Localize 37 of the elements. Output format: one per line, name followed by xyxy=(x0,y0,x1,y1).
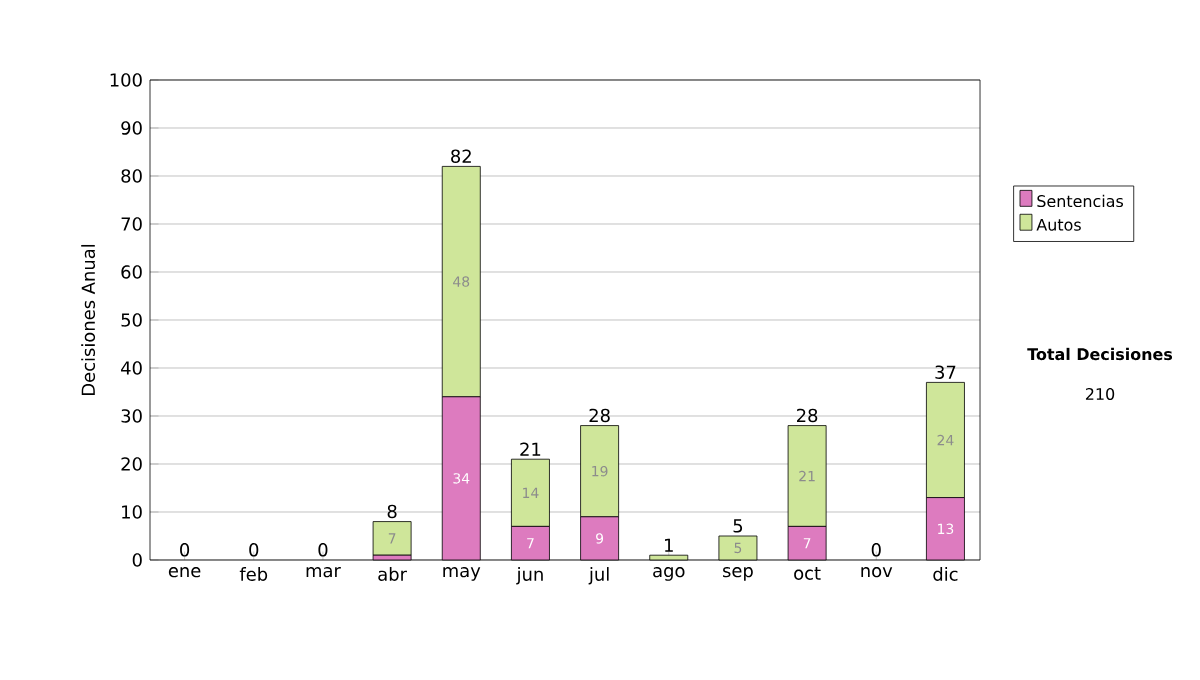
total-label: 37 xyxy=(935,365,956,379)
y-tick-label: 80 xyxy=(121,169,142,183)
total-label: 28 xyxy=(589,408,610,423)
x-tick-label: abr xyxy=(378,567,407,581)
y-tick-label: 50 xyxy=(121,313,142,327)
x-tick-label: may xyxy=(443,567,481,581)
total-label: 8 xyxy=(387,504,397,519)
y-axis-title: Decisiones Anual xyxy=(81,244,96,395)
total-label: 0 xyxy=(871,543,881,557)
x-tick-label: oct xyxy=(794,567,821,580)
total-label: 82 xyxy=(451,149,471,163)
total-label: 28 xyxy=(797,408,818,423)
x-tick-label: nov xyxy=(861,567,893,578)
y-tick-label: 90 xyxy=(121,121,142,135)
x-tick-label: sep xyxy=(723,567,753,581)
x-tick-label: dic xyxy=(933,567,958,581)
y-tick-label: 30 xyxy=(121,409,142,423)
x-tick-label: jun xyxy=(516,567,543,585)
total-label: 0 xyxy=(318,543,328,557)
y-tick-label: 10 xyxy=(122,505,142,519)
y-tick-label: 40 xyxy=(121,361,142,375)
x-tick-label: feb xyxy=(239,567,268,581)
x-tick-label: ago xyxy=(653,567,685,581)
total-label: 21 xyxy=(520,442,541,456)
total-label: 1 xyxy=(665,538,673,552)
total-label: 5 xyxy=(733,519,743,533)
total-label: 0 xyxy=(180,543,190,557)
y-tick-label: 100 xyxy=(110,73,142,87)
x-tick-label: jul xyxy=(588,567,609,585)
bar xyxy=(372,521,412,556)
x-tick-label: ene xyxy=(168,567,201,578)
y-tick-label: 60 xyxy=(121,265,142,279)
y-tick-label: 0 xyxy=(132,553,142,567)
x-tick-label: mar xyxy=(306,567,341,578)
y-tick-label: 70 xyxy=(121,217,142,231)
y-tick-label: 20 xyxy=(121,457,142,471)
total-label: 0 xyxy=(249,543,259,557)
